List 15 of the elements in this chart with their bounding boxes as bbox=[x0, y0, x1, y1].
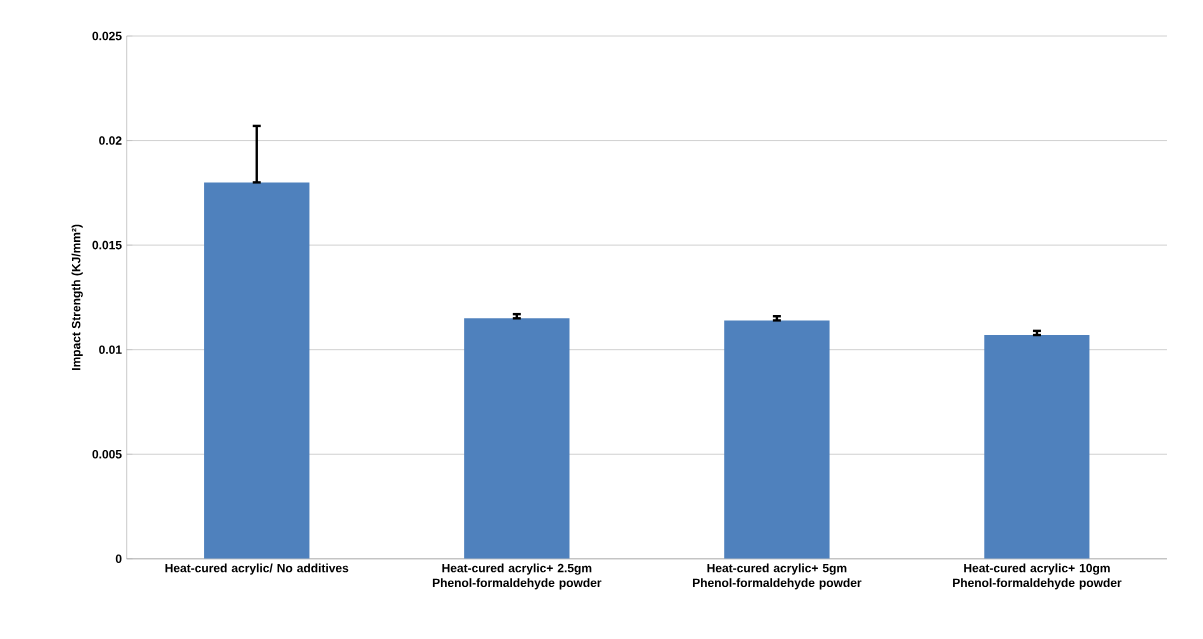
y-tick-label: 0.015 bbox=[92, 240, 122, 250]
x-tick-label: Heat-cured acrylic+ 5gm Phenol-formaldehyde powder bbox=[692, 563, 862, 590]
bar bbox=[464, 318, 570, 559]
x-tick-label: Heat-cured acrylic+ 10gm Phenol-formaldehyde powder bbox=[953, 563, 1122, 590]
x-tick-label: Heat-cured acrylic/ No additives bbox=[165, 563, 349, 575]
x-tick-label: Heat-cured acrylic+ 2.5gm Phenol-formaldehyde powder bbox=[432, 563, 602, 590]
bar bbox=[204, 182, 310, 559]
y-axis-title: Impact Strength (KJ/mm²) bbox=[71, 224, 83, 371]
y-tick-label: 0.005 bbox=[92, 450, 122, 459]
bar bbox=[724, 320, 830, 559]
y-tick-label: 0.02 bbox=[99, 136, 122, 145]
y-tick-label: 0 bbox=[115, 554, 122, 564]
y-tick-label: 0.01 bbox=[99, 345, 122, 355]
bar bbox=[984, 335, 1090, 559]
y-tick-label: 0.025 bbox=[92, 31, 122, 41]
